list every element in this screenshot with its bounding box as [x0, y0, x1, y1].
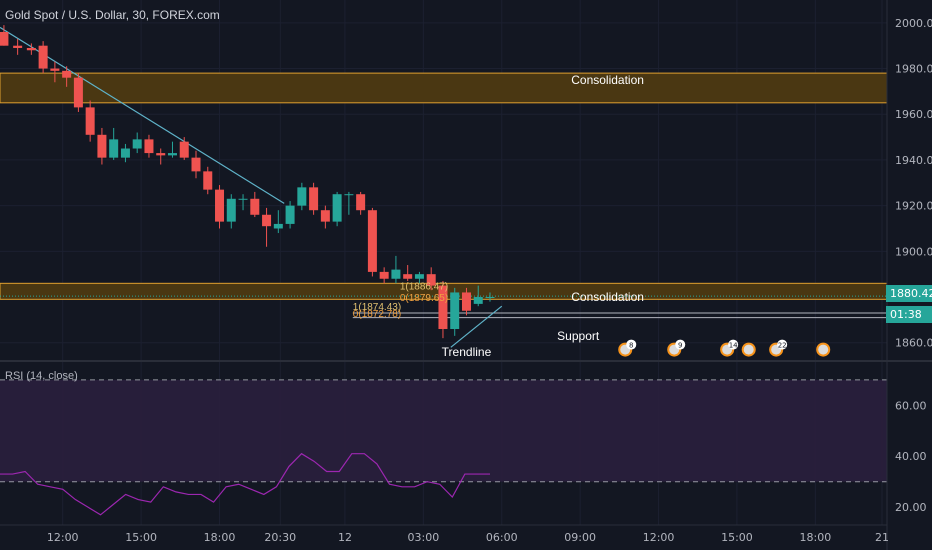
event-count-badge	[777, 339, 788, 350]
rsi-axis[interactable]: 60.00 40.00 20.00	[895, 399, 927, 514]
candle-body	[414, 274, 424, 279]
rsi-tick-label: 60.00	[895, 399, 927, 412]
candle-body	[250, 198, 260, 215]
rsi-tick-label: 20.00	[895, 501, 927, 514]
rsi-band-fill	[0, 379, 887, 482]
time-tick-label: 18:00	[800, 531, 832, 544]
candle-body	[156, 153, 166, 156]
candle-body	[109, 139, 119, 158]
candle-body	[461, 292, 471, 311]
price-tick-label: 1940.00	[895, 154, 932, 167]
candle-body	[438, 285, 448, 330]
rsi-series	[0, 452, 490, 516]
candle-body	[13, 45, 23, 48]
rsi-band	[0, 379, 887, 483]
rsi-tick-label: 40.00	[895, 450, 927, 463]
annotation-label: Support	[557, 329, 600, 343]
time-tick-label: 09:00	[564, 531, 596, 544]
time-tick-label: 12	[338, 531, 352, 544]
candle-body	[426, 274, 436, 286]
consolidation-zone	[0, 72, 888, 104]
trendline	[450, 305, 503, 348]
candle-body	[356, 194, 366, 211]
rsi-line	[0, 452, 490, 516]
candle-body	[403, 274, 413, 279]
time-tick-label: 15:00	[125, 531, 157, 544]
annotations: Consolidation Consolidation Support Trendli…	[353, 73, 644, 359]
annotation-label: Consolidation	[571, 73, 644, 87]
price-tick-label: 1980.00	[895, 63, 932, 76]
candle-body	[367, 210, 377, 272]
time-tick-label: 03:00	[408, 531, 440, 544]
candle-body	[297, 187, 307, 206]
time-tick-label: 15:00	[721, 531, 753, 544]
rsi-indicator-label[interactable]: RSI (14, close)	[5, 370, 78, 382]
annotation-label: Consolidation	[571, 290, 644, 304]
candle-body	[473, 297, 483, 304]
time-tick-label: 06:00	[486, 531, 518, 544]
candle-body	[26, 47, 36, 51]
candle-body	[379, 271, 389, 279]
candle-body	[144, 139, 154, 154]
candle-body	[38, 45, 48, 69]
price-tick-label: 1860.00	[895, 337, 932, 350]
fib-level-label: 0(1879.65)	[400, 293, 448, 304]
candle-body	[285, 205, 295, 224]
event-count-label: 22	[778, 342, 787, 350]
candle-body	[262, 214, 272, 227]
fib-level-label: 0(1872.78)	[353, 309, 401, 320]
candle-body	[215, 189, 225, 222]
consolidation-zones	[0, 72, 888, 300]
time-tick-label: 21	[875, 531, 889, 544]
candles	[0, 25, 495, 339]
last-price-tag: 1880.42	[886, 285, 932, 302]
us-flag-icon	[743, 344, 754, 355]
fib-level-label: 1(1874.43)	[353, 302, 401, 313]
candle-body	[485, 297, 495, 299]
time-tick-label: 12:00	[47, 531, 79, 544]
candle-body	[332, 194, 342, 222]
price-tick-label: 2000.00	[895, 17, 932, 30]
candle-body	[120, 148, 130, 158]
candle-body	[309, 187, 319, 211]
candle-body	[238, 198, 248, 200]
event-count-label: 14	[729, 342, 738, 350]
chart-title: Gold Spot / U.S. Dollar, 30, FOREX.com	[5, 8, 220, 22]
event-count-badge	[675, 339, 686, 350]
candle-body	[85, 107, 95, 135]
candle-body	[320, 210, 330, 222]
event-count-badge	[626, 339, 637, 350]
candle-body	[391, 269, 401, 279]
candle-body	[179, 141, 189, 158]
time-axis[interactable]: 12:00 15:00 18:00 20:30 12 03:00 06:00 09:00 12:…	[47, 531, 889, 544]
candle-body	[50, 68, 60, 71]
candle-body	[132, 139, 142, 149]
candle-body	[344, 194, 354, 196]
countdown-tag: 01:38	[886, 306, 932, 323]
candle-body	[273, 223, 283, 229]
time-tick-label: 18:00	[204, 531, 236, 544]
candle-body	[191, 157, 201, 172]
annotation-label: Trendline	[442, 345, 492, 359]
candle-body	[203, 171, 213, 190]
candle-body	[0, 31, 9, 46]
candle-body	[73, 77, 83, 108]
candle-body	[226, 198, 236, 222]
candle-body	[450, 292, 460, 330]
event-count-badge	[728, 339, 739, 350]
event-markers: 8 9 14 22	[618, 339, 831, 357]
candle-body	[167, 153, 177, 156]
time-tick-label: 12:00	[643, 531, 675, 544]
price-tick-label: 1900.00	[895, 245, 932, 258]
fib-level-label: 1(1886.47)	[400, 282, 448, 293]
price-tick-label: 1960.00	[895, 108, 932, 121]
event-count-label: 8	[629, 342, 633, 350]
candle-body	[62, 70, 72, 78]
us-flag-icon	[818, 344, 829, 355]
candle-body	[97, 134, 107, 158]
price-tick-label: 1920.00	[895, 200, 932, 213]
event-count-label: 9	[678, 342, 682, 350]
time-tick-label: 20:30	[264, 531, 296, 544]
